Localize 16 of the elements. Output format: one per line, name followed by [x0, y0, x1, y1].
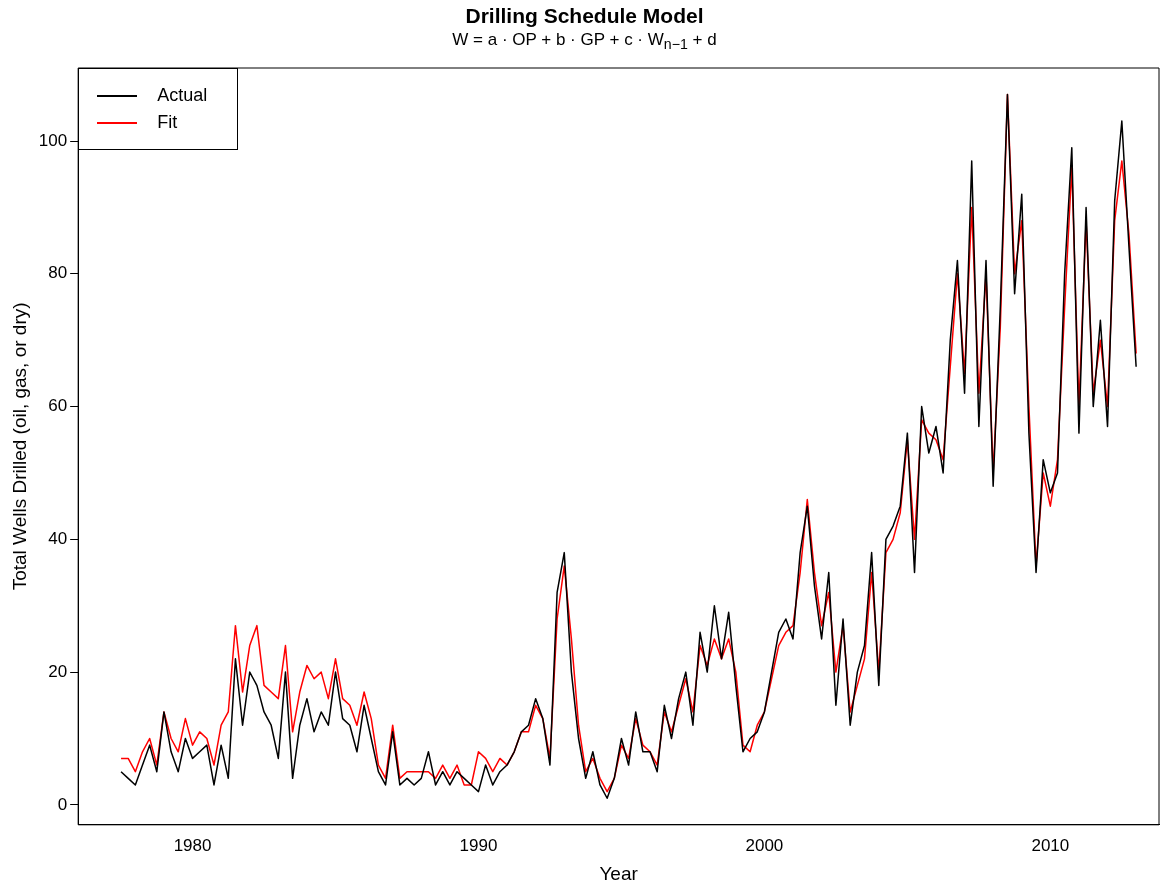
y-tick-label: 0: [57, 794, 68, 814]
legend-label: Fit: [157, 112, 178, 133]
y-tick-label: 20: [48, 661, 68, 681]
x-tick-label: 2000: [745, 835, 784, 855]
y-tick-label: 60: [48, 396, 68, 416]
chart-title: Drilling Schedule Model: [464, 4, 705, 28]
y-axis-title: Total Wells Drilled (oil, gas, or dry): [8, 302, 30, 591]
x-tick-label: 2010: [1031, 835, 1070, 855]
x-tick-label: 1990: [459, 835, 498, 855]
chart-subtitle: W = a · OP + b · GP + c · W$_{n−1}$ + d: [451, 30, 718, 53]
legend-label: Actual: [157, 85, 208, 106]
y-tick-label: 80: [48, 263, 68, 283]
y-tick-label: 100: [38, 130, 68, 150]
x-tick-label: 1980: [173, 835, 212, 855]
y-tick-label: 40: [48, 529, 68, 549]
x-axis-title: Year: [599, 862, 639, 884]
